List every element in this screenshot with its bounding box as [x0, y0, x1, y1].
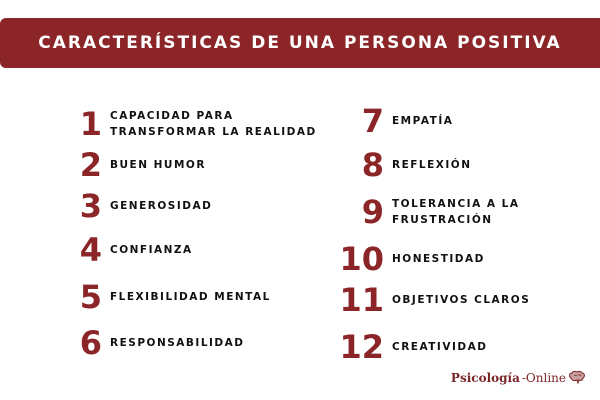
list-item: 3 GENEROSIDAD — [62, 189, 212, 223]
page-title: CARACTERÍSTICAS DE UNA PERSONA POSITIVA — [38, 33, 562, 53]
item-number: 4 — [79, 231, 102, 269]
logo: Psicología -Online — [451, 370, 586, 385]
item-number: 1 — [79, 105, 102, 143]
item-label: GENEROSIDAD — [110, 200, 213, 212]
item-label: CREATIVIDAD — [392, 341, 488, 353]
item-number: 7 — [361, 102, 384, 140]
list-item: 5 FLEXIBILIDAD MENTAL — [62, 280, 271, 314]
item-number: 12 — [339, 328, 384, 366]
item-number: 3 — [79, 187, 102, 225]
item-number: 11 — [339, 281, 384, 319]
item-label: CONFIANZA — [110, 244, 193, 256]
item-number: 8 — [361, 146, 384, 184]
list-item: 2 BUEN HUMOR — [62, 148, 206, 182]
item-number: 9 — [361, 193, 384, 231]
logo-text-online: -Online — [521, 370, 566, 385]
list-item: 4 CONFIANZA — [62, 233, 193, 267]
item-label: REFLEXIÓN — [392, 159, 472, 171]
logo-text-psicologia: Psicología — [450, 370, 520, 385]
list-item: 8 REFLEXIÓN — [338, 148, 472, 182]
item-label: HONESTIDAD — [392, 253, 485, 265]
list-item: 11 OBJETIVOS CLAROS — [338, 283, 530, 317]
item-number: 10 — [339, 240, 384, 278]
item-label: EMPATÍA — [392, 115, 454, 127]
list-item: 6 RESPONSABILIDAD — [62, 326, 244, 360]
item-label: OBJETIVOS CLAROS — [392, 294, 531, 306]
list-item: 7 EMPATÍA — [338, 104, 453, 138]
list-item: 12 CREATIVIDAD — [338, 330, 487, 364]
list-item: 1 CAPACIDAD PARA TRANSFORMAR LA REALIDAD — [62, 107, 317, 141]
list-item: 9 TOLERANCIA A LA FRUSTRACIÓN — [338, 195, 519, 229]
item-number: 6 — [79, 324, 102, 362]
item-number: 5 — [79, 278, 102, 316]
item-label: FLEXIBILIDAD MENTAL — [110, 291, 271, 303]
list-item: 10 HONESTIDAD — [338, 242, 485, 276]
item-label: TOLERANCIA A LA FRUSTRACIÓN — [392, 198, 520, 226]
title-banner: CARACTERÍSTICAS DE UNA PERSONA POSITIVA — [0, 18, 600, 68]
item-label: BUEN HUMOR — [110, 159, 206, 171]
brain-icon — [569, 370, 585, 385]
item-number: 2 — [79, 146, 102, 184]
item-label: CAPACIDAD PARA TRANSFORMAR LA REALIDAD — [110, 110, 317, 138]
item-label: RESPONSABILIDAD — [110, 337, 245, 349]
